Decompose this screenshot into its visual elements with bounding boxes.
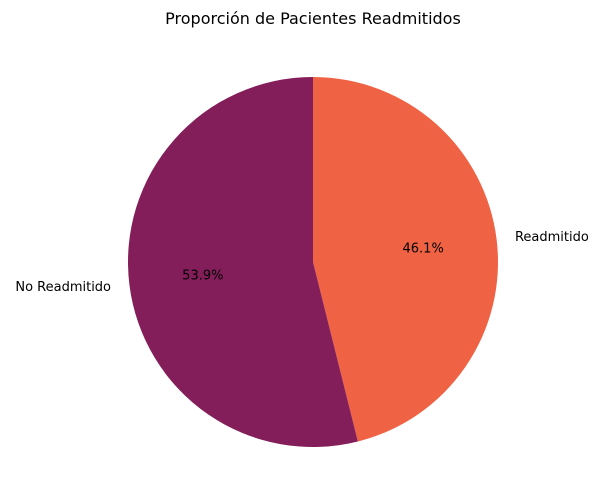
slice-label-no-readmitido: No Readmitido: [15, 280, 111, 295]
chart-title: Proporción de Pacientes Readmitidos: [165, 9, 461, 28]
slice-label-readmitido: Readmitido: [515, 230, 589, 245]
pie-slice-no-readmitido: [127, 77, 358, 448]
pie-labels: Readmitido 46.1% No Readmitido 53.9%: [15, 230, 589, 295]
slice-pct-label-readmitido: 46.1%: [403, 241, 444, 256]
pie-slice-readmitido: [313, 77, 498, 442]
slice-pct-label-no-readmitido: 53.9%: [182, 269, 223, 284]
pie-slices: [127, 77, 498, 448]
